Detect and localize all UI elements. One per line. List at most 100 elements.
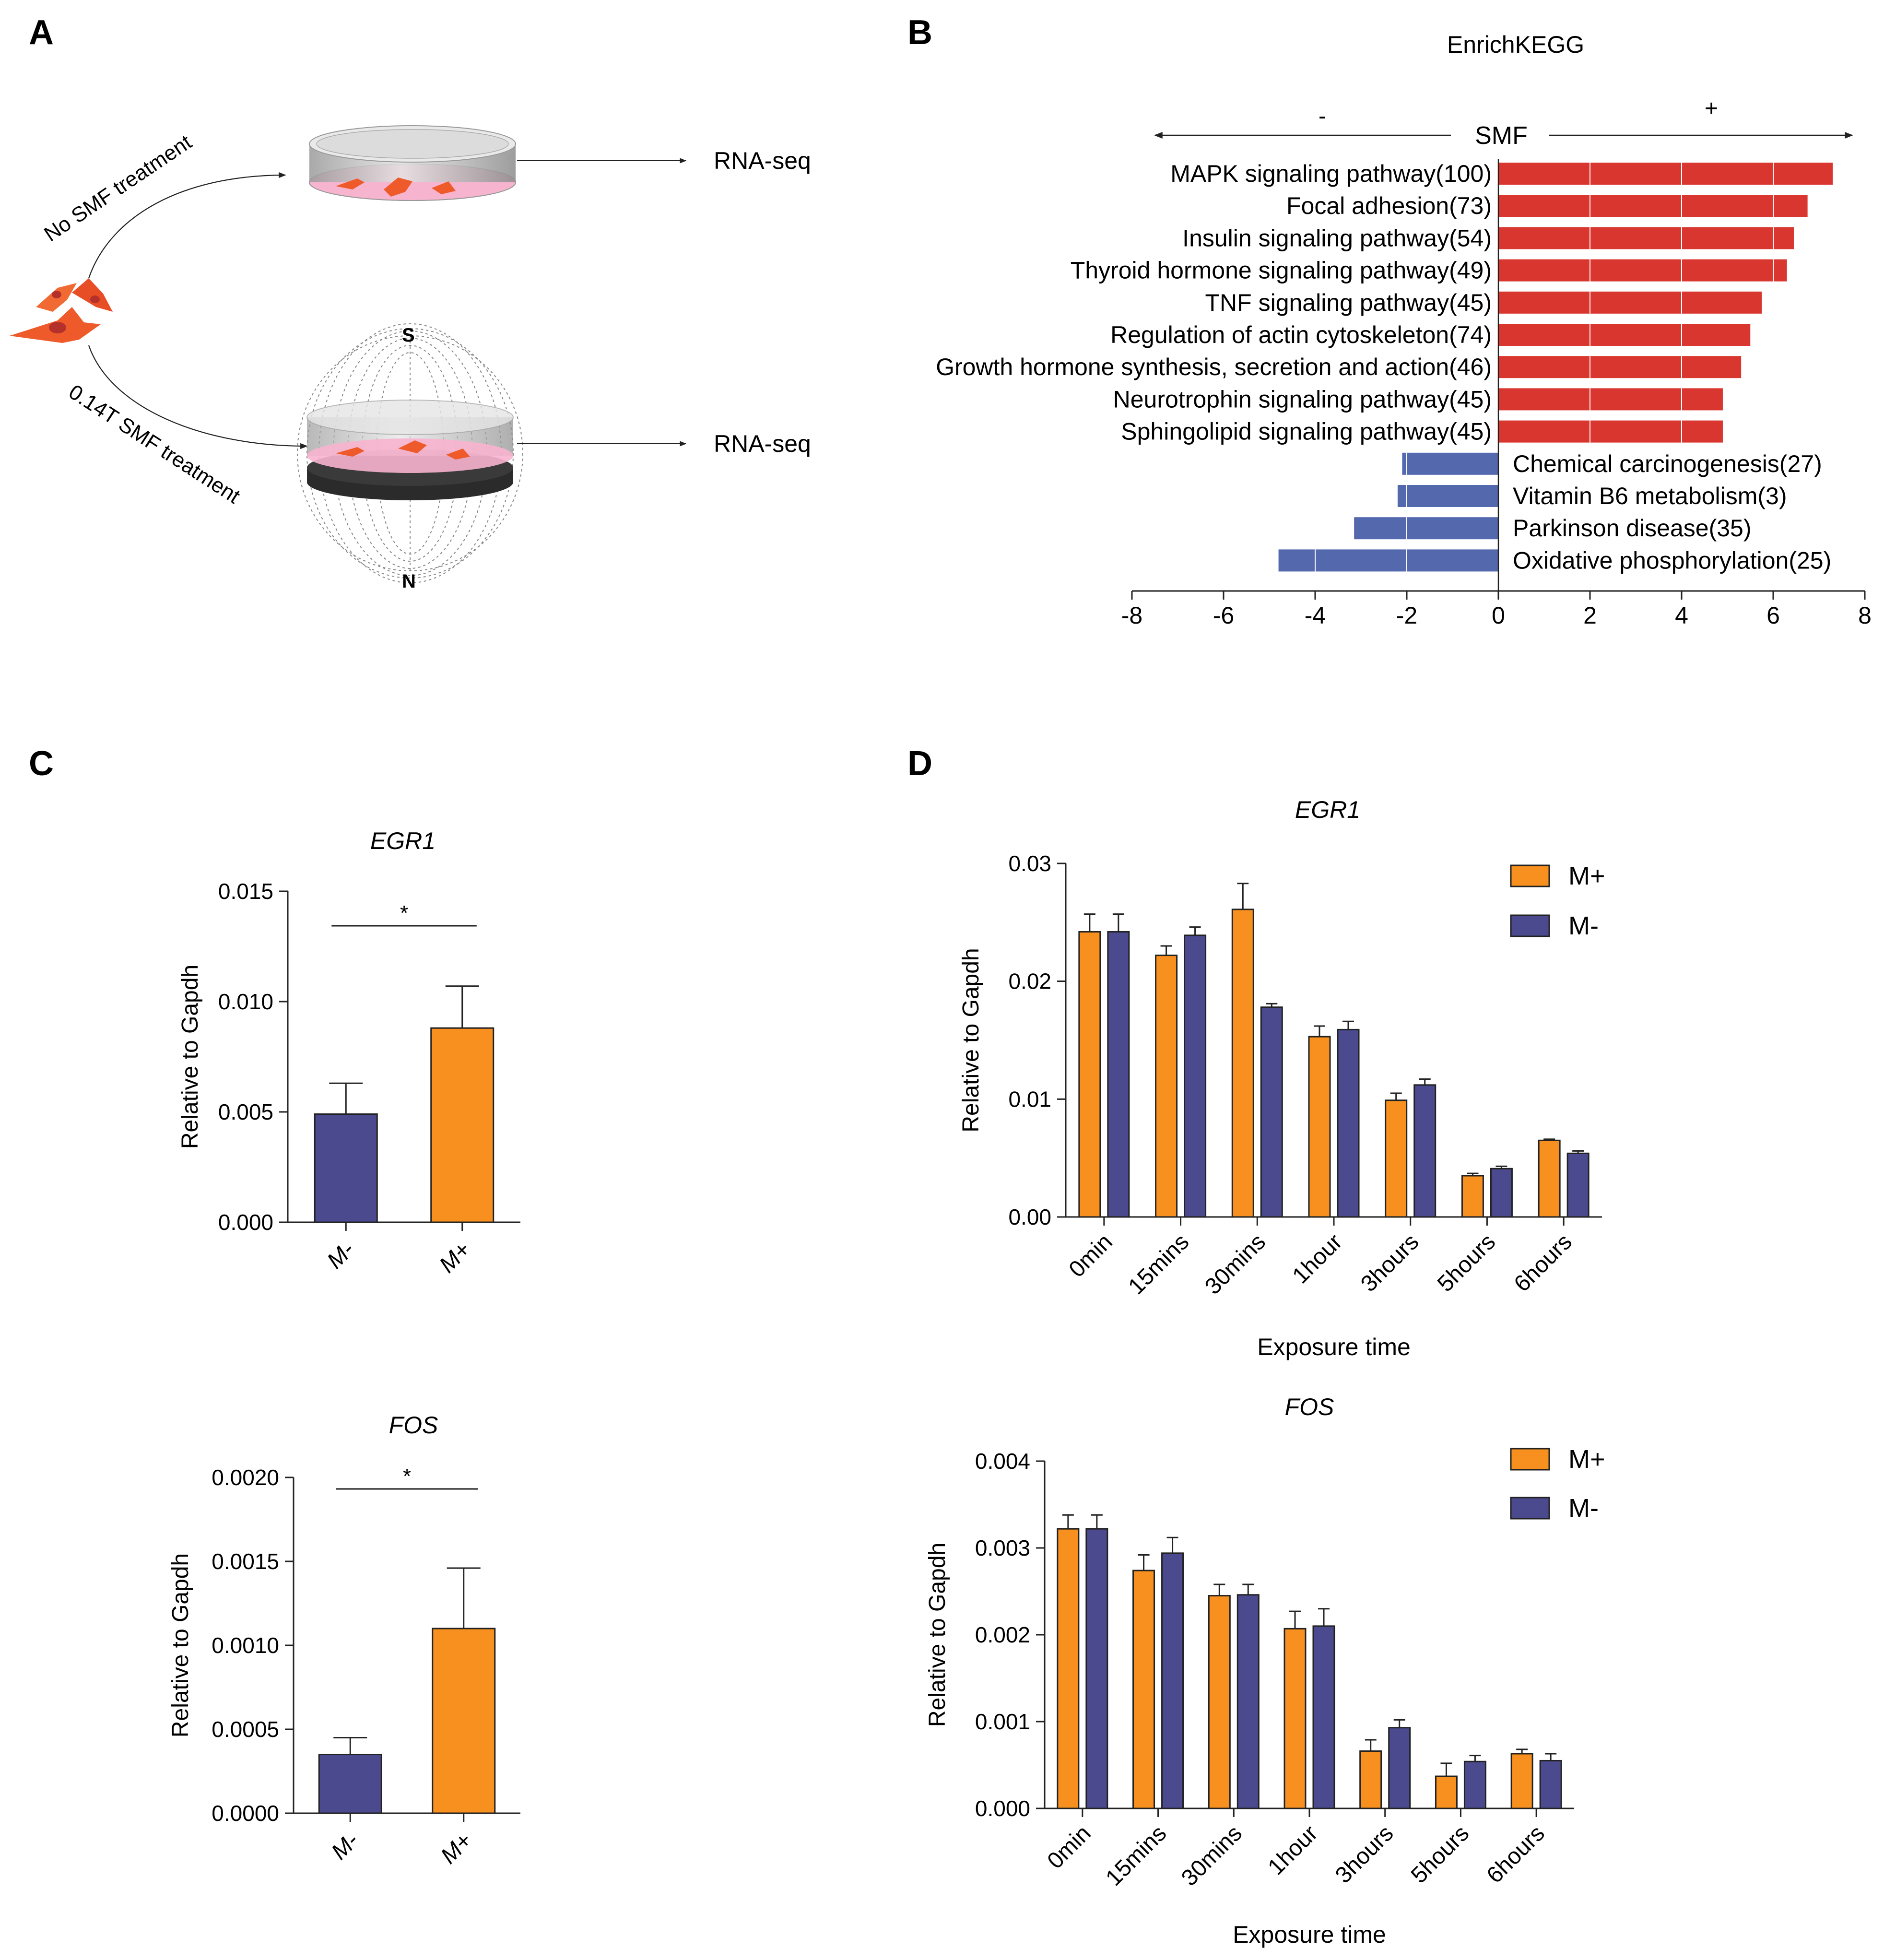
kegg-bar-up — [1498, 324, 1751, 346]
c-egr1-bar — [314, 1113, 378, 1223]
kegg-pathway-label: TNF signaling pathway(45) — [1205, 289, 1492, 316]
d-fos-bar — [1161, 1552, 1184, 1809]
rna-seq-label-bottom: RNA-seq — [714, 430, 811, 457]
panel-letter-d: D — [907, 744, 932, 783]
arrow-no-smf — [88, 172, 286, 279]
c-fos-y-tick-label: 0.0005 — [212, 1717, 279, 1742]
kegg-title: EnrichKEGG — [1447, 31, 1584, 58]
c-egr1-y-tick-label: 0.005 — [218, 1099, 273, 1124]
d-egr1-bar — [1231, 909, 1254, 1218]
magnet-pole-n: N — [402, 571, 416, 592]
kegg-x-tick-label: 8 — [1858, 602, 1872, 629]
panel-letter-a: A — [29, 13, 54, 52]
d-egr1-x-tick-label: 6hours — [1509, 1229, 1577, 1297]
d-fos-bar — [1539, 1759, 1562, 1809]
d-fos-bar — [1208, 1595, 1231, 1809]
d-egr1-bar — [1566, 1152, 1590, 1218]
d-fos-y-tick-label: 0.000 — [975, 1796, 1030, 1821]
kegg-x-tick-label: -6 — [1213, 602, 1234, 629]
d-fos-y-tick-label: 0.002 — [975, 1622, 1030, 1647]
rna-seq-label-top: RNA-seq — [714, 147, 811, 174]
d-fos-bar — [1463, 1760, 1486, 1809]
d-egr1-bar — [1107, 931, 1130, 1218]
panel-letter-b: B — [907, 13, 932, 52]
d-egr1-title: EGR1 — [1295, 796, 1360, 823]
d-egr1-bar — [1308, 1036, 1331, 1218]
d-fos-bar — [1132, 1570, 1155, 1809]
c-fos-y-tick-label: 0.0010 — [212, 1633, 279, 1658]
d-egr1-bar — [1337, 1028, 1360, 1218]
d-egr1-legend-label: M+ — [1568, 862, 1605, 890]
d-egr1-y-tick-label: 0.01 — [1008, 1086, 1051, 1111]
c-egr1-significance-star: * — [400, 901, 408, 925]
d-egr1-x-tick-label: 15mins — [1123, 1229, 1194, 1299]
kegg-bar-up — [1498, 420, 1723, 443]
d-fos-x-tick-label: 3hours — [1331, 1820, 1398, 1888]
kegg-pathway-label: Thyroid hormone signaling pathway(49) — [1071, 257, 1492, 284]
kegg-x-tick-label: -4 — [1305, 602, 1326, 629]
d-egr1-chart: EGR1 Relative to Gapdh 0.00 0.01 0.02 0.03 0mi… — [958, 796, 1605, 1360]
kegg-enrichment-chart: EnrichKEGG SMF - + MAPK signaling pathway(10… — [936, 31, 1872, 629]
direction-label: SMF — [1475, 122, 1528, 150]
c-fos-y-label: Relative to Gapdh — [168, 1553, 193, 1737]
c-egr1-chart: EGR1 Relative to Gapdh 0.000 0.005 0.010 0.01… — [177, 827, 520, 1278]
c-fos-x-tick-label: M+ — [436, 1828, 477, 1869]
panel-letter-c: C — [29, 744, 54, 783]
d-fos-legend-swatch — [1510, 1497, 1550, 1520]
kegg-bar-down — [1278, 549, 1498, 572]
kegg-bar-down — [1354, 517, 1498, 540]
c-fos-significance-star: * — [403, 1464, 411, 1488]
d-egr1-bar — [1413, 1084, 1437, 1218]
d-egr1-bar — [1155, 955, 1178, 1218]
c-fos-y-tick-label: 0.0000 — [212, 1801, 279, 1826]
d-fos-y-label: Relative to Gapdh — [925, 1543, 950, 1727]
kegg-pathway-label: Insulin signaling pathway(54) — [1182, 224, 1492, 251]
kegg-pathway-label: Chemical carcinogenesis(27) — [1513, 450, 1822, 477]
kegg-x-tick-label: 0 — [1492, 602, 1505, 629]
c-egr1-y-tick-label: 0.010 — [218, 989, 273, 1014]
d-egr1-legend-swatch — [1510, 914, 1550, 937]
d-egr1-x-tick-label: 30mins — [1200, 1229, 1271, 1299]
c-fos-y-tick-label: 0.0015 — [212, 1549, 279, 1574]
kegg-pathway-label: Growth hormone synthesis, secretion and … — [936, 354, 1492, 380]
d-fos-x-tick-label: 1hour — [1263, 1820, 1322, 1880]
d-egr1-bar — [1490, 1168, 1513, 1218]
kegg-bar-down — [1397, 485, 1498, 507]
d-fos-bar — [1283, 1628, 1307, 1809]
c-fos-bar — [318, 1754, 382, 1814]
c-fos-bar — [432, 1628, 496, 1814]
kegg-x-tick-label: 6 — [1766, 602, 1780, 629]
c-egr1-x-tick-label: M- — [322, 1237, 359, 1274]
magnet-pole-s: S — [402, 325, 415, 346]
d-egr1-legend-label: M- — [1568, 911, 1599, 940]
culture-dish-control — [309, 125, 516, 201]
d-egr1-bar — [1461, 1175, 1484, 1218]
d-egr1-bar — [1538, 1139, 1561, 1218]
d-fos-legend-label: M- — [1568, 1494, 1599, 1523]
d-fos-bar — [1312, 1625, 1335, 1809]
d-fos-x-tick-label: 0min — [1043, 1820, 1096, 1874]
d-fos-bar — [1085, 1528, 1108, 1809]
d-egr1-bar — [1260, 1006, 1283, 1218]
d-egr1-bar — [1184, 934, 1207, 1218]
kegg-pathway-label: Regulation of actin cytoskeleton(74) — [1110, 321, 1492, 348]
c-fos-chart: FOS Relative to Gapdh 0.0000 0.0005 0.0010 0.… — [168, 1412, 520, 1869]
d-egr1-y-label: Relative to Gapdh — [958, 948, 984, 1132]
d-fos-title: FOS — [1285, 1393, 1334, 1420]
d-fos-y-tick-label: 0.001 — [975, 1709, 1030, 1734]
d-fos-bar — [1057, 1528, 1080, 1809]
label-smf: 0.14T SMF treatment — [65, 380, 245, 508]
d-egr1-x-tick-label: 1hour — [1287, 1229, 1347, 1288]
kegg-bar-up — [1498, 291, 1762, 314]
d-fos-x-tick-label: 15mins — [1101, 1820, 1171, 1891]
d-egr1-y-tick-label: 0.00 — [1008, 1204, 1051, 1229]
kegg-bar-up — [1498, 259, 1787, 282]
kegg-pathway-label: Focal adhesion(73) — [1286, 192, 1492, 219]
label-no-smf: No SMF treatment — [40, 130, 196, 247]
plus-label: + — [1705, 96, 1718, 121]
c-fos-x-tick-label: M- — [327, 1828, 364, 1865]
d-fos-bar — [1388, 1727, 1411, 1809]
d-egr1-y-tick-label: 0.03 — [1008, 851, 1051, 876]
d-fos-bar — [1510, 1753, 1533, 1809]
d-egr1-x-tick-label: 5hours — [1433, 1229, 1500, 1297]
